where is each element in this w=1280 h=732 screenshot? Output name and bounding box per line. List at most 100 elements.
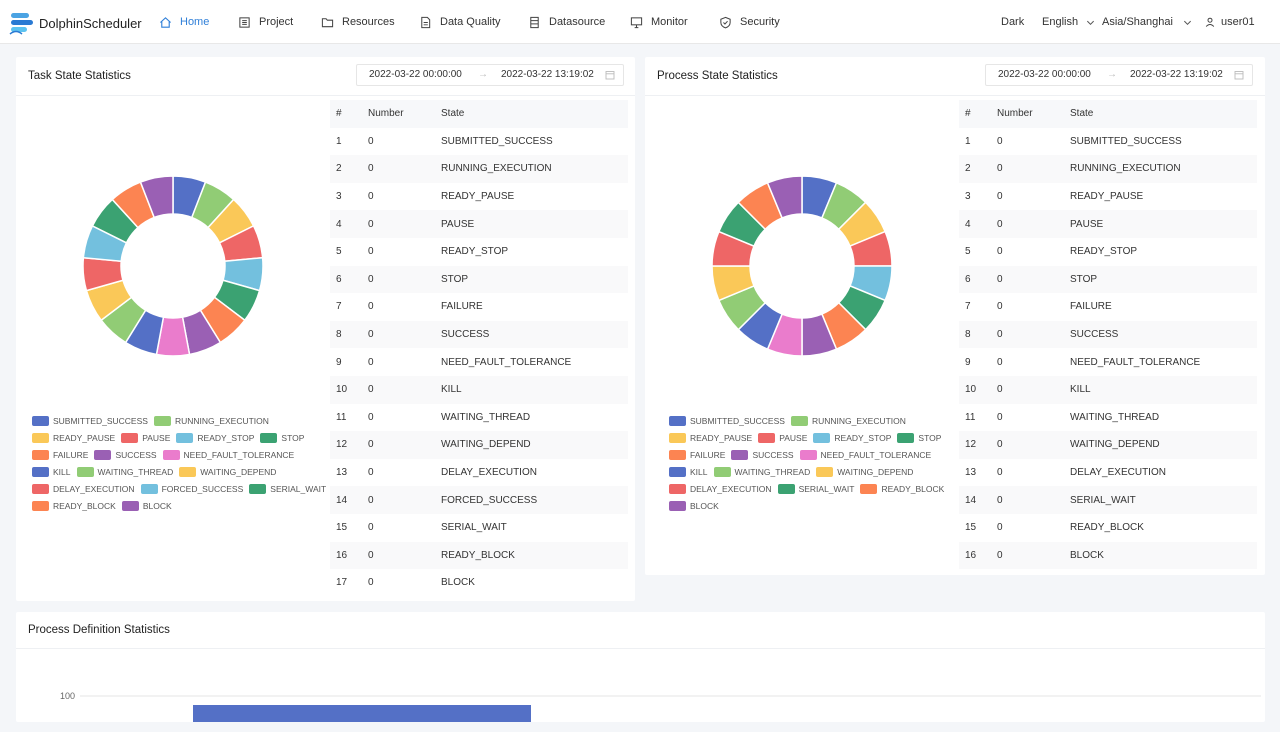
row-state: NEED_FAULT_TOLERANCE xyxy=(441,356,572,368)
nav-project-label: Project xyxy=(259,16,294,28)
legend-swatch xyxy=(76,466,94,477)
legend-item-failure[interactable]: FAILURE xyxy=(32,449,88,460)
row-index: 11 xyxy=(965,411,976,423)
legend-item-submitted-success[interactable]: SUBMITTED_SUCCESS xyxy=(32,415,148,426)
legend-label: WAITING_DEPEND xyxy=(200,466,277,477)
process-state-pie-chart[interactable] xyxy=(711,175,893,357)
legend-item-failure[interactable]: FAILURE xyxy=(669,449,725,460)
legend-item-ready-pause[interactable]: READY_PAUSE xyxy=(32,432,115,443)
row-index: 16 xyxy=(965,549,977,561)
legend-swatch xyxy=(153,415,171,426)
legend-swatch xyxy=(669,432,686,443)
process-date-range-picker[interactable]: 2022-03-22 00:00:00 → 2022-03-22 13:19:0… xyxy=(985,64,1253,86)
legend-swatch xyxy=(669,500,686,511)
legend-item-success[interactable]: SUCCESS xyxy=(731,449,794,460)
process-definition-bar-chart[interactable]: 100 xyxy=(16,672,1265,722)
legend-item-delay-execution[interactable]: DELAY_EXECUTION xyxy=(32,483,135,494)
pie-slice-block[interactable] xyxy=(766,175,803,219)
nav-home[interactable]: Home xyxy=(159,0,209,44)
row-index: 12 xyxy=(336,439,348,451)
table-row: 11 0 WAITING_THREAD xyxy=(959,404,1257,432)
process-date-end: 2022-03-22 13:19:02 xyxy=(1130,69,1223,80)
legend-item-need-fault-tolerance[interactable]: NEED_FAULT_TOLERANCE xyxy=(799,449,931,460)
legend-item-running-execution[interactable]: RUNNING_EXECUTION xyxy=(790,415,906,426)
legend-item-block[interactable]: BLOCK xyxy=(669,500,719,511)
legend-item-stop[interactable]: STOP xyxy=(897,432,941,443)
legend-item-stop[interactable]: STOP xyxy=(260,432,304,443)
user-menu[interactable]: user01 xyxy=(1205,0,1255,44)
row-index: 5 xyxy=(336,246,342,258)
legend-swatch xyxy=(260,432,278,443)
legend-item-pause[interactable]: PAUSE xyxy=(758,432,808,443)
nav-resources[interactable]: Resources xyxy=(321,0,395,44)
nav-datasource[interactable]: Datasource xyxy=(528,0,605,44)
task-card-title: Task State Statistics xyxy=(28,70,131,82)
task-date-range-picker[interactable]: 2022-03-22 00:00:00 → 2022-03-22 13:19:0… xyxy=(356,64,624,86)
legend-swatch xyxy=(669,449,686,460)
legend-item-waiting-depend[interactable]: WAITING_DEPEND xyxy=(179,466,277,477)
legend-row: KILL WAITING_THREAD WAITING_DEPEND xyxy=(32,463,332,480)
legend-row: READY_PAUSE PAUSE READY_STOP STOP xyxy=(669,429,950,446)
table-row: 11 0 WAITING_THREAD xyxy=(330,404,628,432)
legend-swatch xyxy=(140,483,158,494)
nav-monitor-label: Monitor xyxy=(651,16,688,28)
legend-item-serial-wait[interactable]: SERIAL_WAIT xyxy=(777,483,854,494)
legend-row: BLOCK xyxy=(669,497,950,514)
legend-item-success[interactable]: SUCCESS xyxy=(94,449,157,460)
legend-item-kill[interactable]: KILL xyxy=(32,466,71,477)
language-dropdown[interactable]: English xyxy=(1042,0,1095,44)
task-state-pie-chart[interactable] xyxy=(82,175,264,357)
legend-item-ready-pause[interactable]: READY_PAUSE xyxy=(669,432,752,443)
row-number: 0 xyxy=(997,218,1003,230)
nav-data-quality[interactable]: Data Quality xyxy=(419,0,501,44)
legend-swatch xyxy=(860,483,878,494)
legend-item-waiting-thread[interactable]: WAITING_THREAD xyxy=(76,466,173,477)
row-state: SUCCESS xyxy=(1070,329,1119,341)
legend-label: BLOCK xyxy=(142,500,172,511)
legend-item-kill[interactable]: KILL xyxy=(669,466,708,477)
legend-item-serial-wait[interactable]: SERIAL_WAIT xyxy=(249,483,326,494)
legend-row: DELAY_EXECUTION SERIAL_WAIT READY_BLOCK xyxy=(669,480,950,497)
row-index: 8 xyxy=(336,329,342,341)
nav-monitor[interactable]: Monitor xyxy=(630,0,688,44)
legend-item-delay-execution[interactable]: DELAY_EXECUTION xyxy=(669,483,772,494)
legend-item-ready-block[interactable]: READY_BLOCK xyxy=(32,500,116,511)
pie-slice-block[interactable] xyxy=(139,175,174,219)
legend-swatch xyxy=(669,415,686,426)
legend-item-pause[interactable]: PAUSE xyxy=(121,432,170,443)
legend-swatch xyxy=(121,500,139,511)
legend-label: PAUSE xyxy=(779,432,808,443)
legend-item-submitted-success[interactable]: SUBMITTED_SUCCESS xyxy=(669,415,785,426)
legend-swatch xyxy=(777,483,795,494)
nav-security[interactable]: Security xyxy=(719,0,780,44)
row-index: 7 xyxy=(965,301,971,313)
nav-project[interactable]: Project xyxy=(238,0,293,44)
row-state: NEED_FAULT_TOLERANCE xyxy=(1070,356,1201,368)
nav-resources-label: Resources xyxy=(342,16,395,28)
table-header-cell: Number xyxy=(368,108,404,120)
legend-item-ready-stop[interactable]: READY_STOP xyxy=(813,432,891,443)
process-definition-card: Process Definition Statistics 100 xyxy=(16,612,1265,722)
theme-toggle[interactable]: Dark xyxy=(1001,0,1024,44)
legend-item-forced-success[interactable]: FORCED_SUCCESS xyxy=(140,483,243,494)
timezone-dropdown[interactable]: Asia/Shanghai xyxy=(1102,0,1192,44)
legend-item-block[interactable]: BLOCK xyxy=(121,500,172,511)
legend-label: BLOCK xyxy=(690,500,719,511)
legend-swatch xyxy=(758,432,776,443)
table-row: 13 0 DELAY_EXECUTION xyxy=(959,459,1257,487)
legend-item-need-fault-tolerance[interactable]: NEED_FAULT_TOLERANCE xyxy=(162,449,294,460)
row-index: 3 xyxy=(965,191,971,203)
home-icon xyxy=(160,16,171,28)
row-index: 13 xyxy=(965,467,977,479)
card-divider xyxy=(16,95,635,96)
database-icon xyxy=(530,16,539,28)
task-pie-legend: SUBMITTED_SUCCESS RUNNING_EXECUTION READY_… xyxy=(32,412,332,514)
legend-item-running-execution[interactable]: RUNNING_EXECUTION xyxy=(153,415,269,426)
definition-bar[interactable] xyxy=(193,705,531,722)
legend-item-ready-stop[interactable]: READY_STOP xyxy=(176,432,254,443)
legend-label: SUCCESS xyxy=(752,449,794,460)
logo[interactable]: DolphinScheduler xyxy=(8,9,142,37)
legend-item-ready-block[interactable]: READY_BLOCK xyxy=(860,483,944,494)
legend-item-waiting-depend[interactable]: WAITING_DEPEND xyxy=(816,466,913,477)
legend-item-waiting-thread[interactable]: WAITING_THREAD xyxy=(713,466,810,477)
